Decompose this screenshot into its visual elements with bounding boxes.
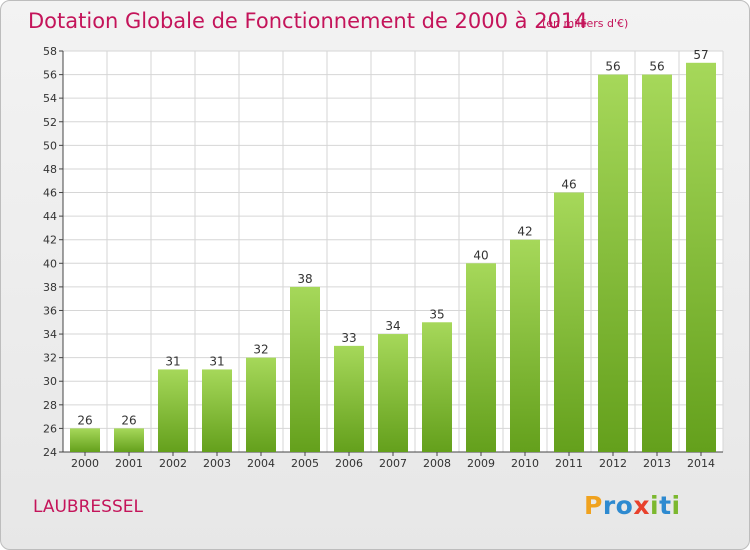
bar (290, 286, 320, 452)
commune-name: LAUBRESSEL (33, 497, 143, 517)
data-label: 33 (341, 331, 356, 345)
bar (114, 428, 144, 452)
y-tick-label: 26 (43, 422, 57, 435)
y-tick-label: 52 (43, 116, 57, 129)
logo-letter: t (659, 491, 672, 520)
y-tick-label: 28 (43, 399, 57, 412)
y-tick-label: 46 (43, 187, 57, 200)
bar (466, 263, 496, 452)
bar (246, 357, 276, 452)
y-tick-label: 56 (43, 69, 57, 82)
bar (202, 369, 232, 452)
data-label: 34 (385, 319, 400, 333)
bars (70, 62, 716, 453)
y-tick-label: 24 (43, 446, 57, 459)
x-tick-label: 2007 (379, 457, 407, 470)
x-tick-label: 2008 (423, 457, 451, 470)
x-tick-label: 2000 (71, 457, 99, 470)
x-tick-label: 2010 (511, 457, 539, 470)
x-tick-label: 2013 (643, 457, 671, 470)
data-label: 46 (561, 178, 576, 192)
logo-letter: i (650, 491, 660, 520)
bar (686, 62, 716, 452)
x-tick-label: 2012 (599, 457, 627, 470)
y-tick-label: 48 (43, 163, 57, 176)
y-tick-label: 50 (43, 139, 57, 152)
y-tick-label: 58 (43, 45, 57, 58)
logo-letter: o (615, 491, 634, 520)
data-label: 35 (429, 307, 444, 321)
data-labels: 26 26 31 31 32 38 33 34 35 40 42 46 56 56 57 (77, 48, 708, 428)
chart-title: Dotation Globale de Fonctionnement de 20… (28, 9, 588, 33)
bar (422, 322, 452, 452)
data-label: 32 (253, 343, 268, 357)
y-tick-label: 42 (43, 234, 57, 247)
x-tick-label: 2001 (115, 457, 143, 470)
bar (642, 74, 672, 453)
logo-letter: x (633, 491, 650, 520)
x-tick-label: 2006 (335, 457, 363, 470)
data-label: 42 (517, 225, 532, 239)
bar (598, 74, 628, 453)
y-tick-label: 54 (43, 92, 57, 105)
data-label: 38 (297, 272, 312, 286)
bar (378, 334, 408, 452)
y-tick-label: 32 (43, 352, 57, 365)
y-tick-label: 36 (43, 304, 57, 317)
logo-letter: P (584, 491, 603, 520)
proxiti-logo[interactable]: Proxiti (584, 491, 681, 520)
x-tick-label: 2014 (687, 457, 715, 470)
axes: 24 26 28 30 32 34 36 38 40 42 44 46 48 50 52 54 56 58 2000… (43, 45, 723, 470)
data-label: 57 (693, 48, 708, 62)
y-tick-label: 40 (43, 257, 57, 270)
x-tick-label: 2003 (203, 457, 231, 470)
data-label: 56 (649, 60, 664, 74)
x-tick-label: 2004 (247, 457, 275, 470)
y-tick-label: 38 (43, 281, 57, 294)
y-tick-label: 30 (43, 375, 57, 388)
bar (510, 239, 540, 452)
data-label: 31 (165, 354, 180, 368)
data-label: 40 (473, 248, 488, 262)
logo-letter: r (602, 491, 616, 520)
bar (554, 192, 584, 452)
bar (70, 428, 100, 452)
logo-letter: i (671, 491, 681, 520)
data-label: 26 (121, 413, 136, 427)
bar (334, 345, 364, 452)
data-label: 26 (77, 413, 92, 427)
x-tick-label: 2002 (159, 457, 187, 470)
data-label: 56 (605, 60, 620, 74)
bar (158, 369, 188, 452)
x-tick-label: 2011 (555, 457, 583, 470)
y-tick-label: 34 (43, 328, 57, 341)
y-tick-label: 44 (43, 210, 57, 223)
x-tick-label: 2005 (291, 457, 319, 470)
x-tick-label: 2009 (467, 457, 495, 470)
data-label: 31 (209, 354, 224, 368)
chart-subtitle: (en milliers d'€) (542, 17, 629, 30)
